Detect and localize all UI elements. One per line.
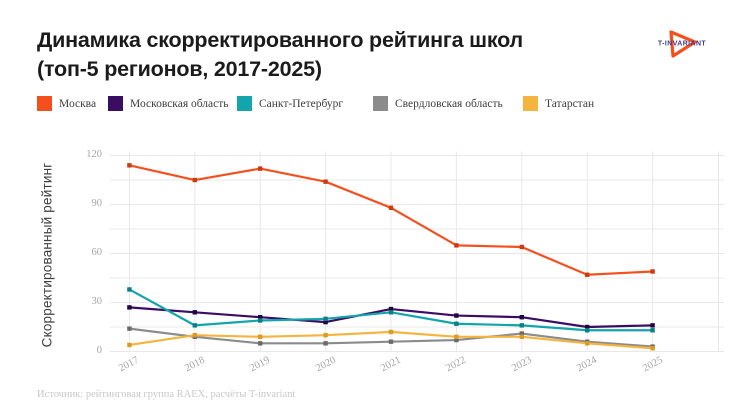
data-point-marker: [519, 244, 524, 250]
data-point-marker: [192, 323, 197, 328]
data-point-marker: [454, 337, 459, 343]
data-point-marker: [127, 305, 132, 310]
data-point-marker: [454, 321, 459, 326]
y-tick-label: 30: [91, 295, 103, 307]
data-point-marker: [127, 342, 132, 348]
data-point-marker: [454, 334, 459, 340]
legend-label: Московская область: [130, 97, 229, 110]
page-title-line2: (топ-5 регионов, 2017-2025): [37, 57, 322, 81]
data-point-marker: [323, 341, 328, 346]
data-point-marker: [388, 329, 394, 335]
data-point-marker: [323, 332, 328, 338]
chart-legend: Москва Московская область Санкт-Петербург С…: [0, 96, 736, 114]
data-point-marker: [519, 331, 524, 336]
y-tick-label: 90: [91, 197, 103, 209]
legend-swatch-icon: [523, 96, 538, 111]
legend-item-Свердловская область: Свердловская область: [373, 96, 503, 111]
data-point-marker: [388, 310, 394, 315]
legend-label: Санкт-Петербург: [259, 97, 344, 110]
y-tick-label: 120: [86, 148, 102, 160]
data-point-marker: [192, 332, 197, 338]
legend-item-Санкт-Петербург: Санкт-Петербург: [237, 96, 343, 111]
legend-item-Московская область: Московская область: [108, 96, 229, 111]
logo-triangle-icon: [669, 30, 697, 58]
data-point-marker: [454, 313, 459, 318]
legend-swatch-icon: [108, 96, 123, 111]
data-point-marker: [519, 323, 524, 328]
data-point-marker: [258, 334, 263, 340]
data-point-marker: [388, 306, 394, 312]
data-point-marker: [192, 310, 197, 315]
data-point-marker: [388, 339, 394, 344]
data-point-marker: [585, 341, 590, 346]
data-point-marker: [650, 323, 655, 328]
data-point-marker: [585, 328, 590, 333]
data-point-marker: [258, 318, 263, 323]
data-point-marker: [323, 319, 328, 325]
legend-label: Свердловская область: [395, 97, 503, 110]
data-point-marker: [323, 316, 328, 322]
legend-item-Татарстан: Татарстан: [523, 96, 594, 111]
legend-label: Татарстан: [545, 97, 595, 110]
source-note: Источник: рейтинговая группа RAEX, расчё…: [37, 389, 296, 400]
legend-item-Москва: Москва: [37, 96, 96, 111]
legend-swatch-icon: [373, 96, 388, 111]
t-invariant-logo: T-INVARIANT: [640, 22, 724, 66]
data-point-marker: [258, 166, 263, 171]
data-point-marker: [192, 177, 197, 183]
data-point-marker: [258, 341, 263, 346]
data-point-marker: [127, 326, 132, 331]
legend-swatch-icon: [37, 96, 52, 111]
page-title: Динамика скорректированного рейтинга шко…: [37, 26, 637, 84]
data-point-marker: [585, 272, 590, 277]
page-title-line1: Динамика скорректированного рейтинга шко…: [37, 28, 524, 52]
data-point-marker: [323, 179, 328, 184]
y-axis-title: Скорректированный рейтинг: [39, 162, 55, 348]
y-tick-label: 0: [96, 344, 102, 356]
legend-swatch-icon: [237, 96, 252, 111]
chart-svg: [110, 151, 724, 352]
data-point-marker: [127, 287, 132, 292]
legend-label: Москва: [59, 97, 97, 110]
data-point-marker: [650, 346, 655, 351]
logo-text: T-INVARIANT: [657, 40, 707, 48]
data-point-marker: [388, 205, 394, 210]
data-point-marker: [519, 334, 524, 340]
y-tick-label: 60: [91, 246, 103, 258]
data-point-marker: [650, 328, 655, 333]
data-point-marker: [454, 243, 459, 248]
data-point-marker: [650, 269, 655, 274]
data-point-marker: [127, 163, 132, 168]
data-point-marker: [585, 324, 590, 330]
data-point-marker: [519, 315, 524, 320]
data-point-marker: [258, 315, 263, 320]
